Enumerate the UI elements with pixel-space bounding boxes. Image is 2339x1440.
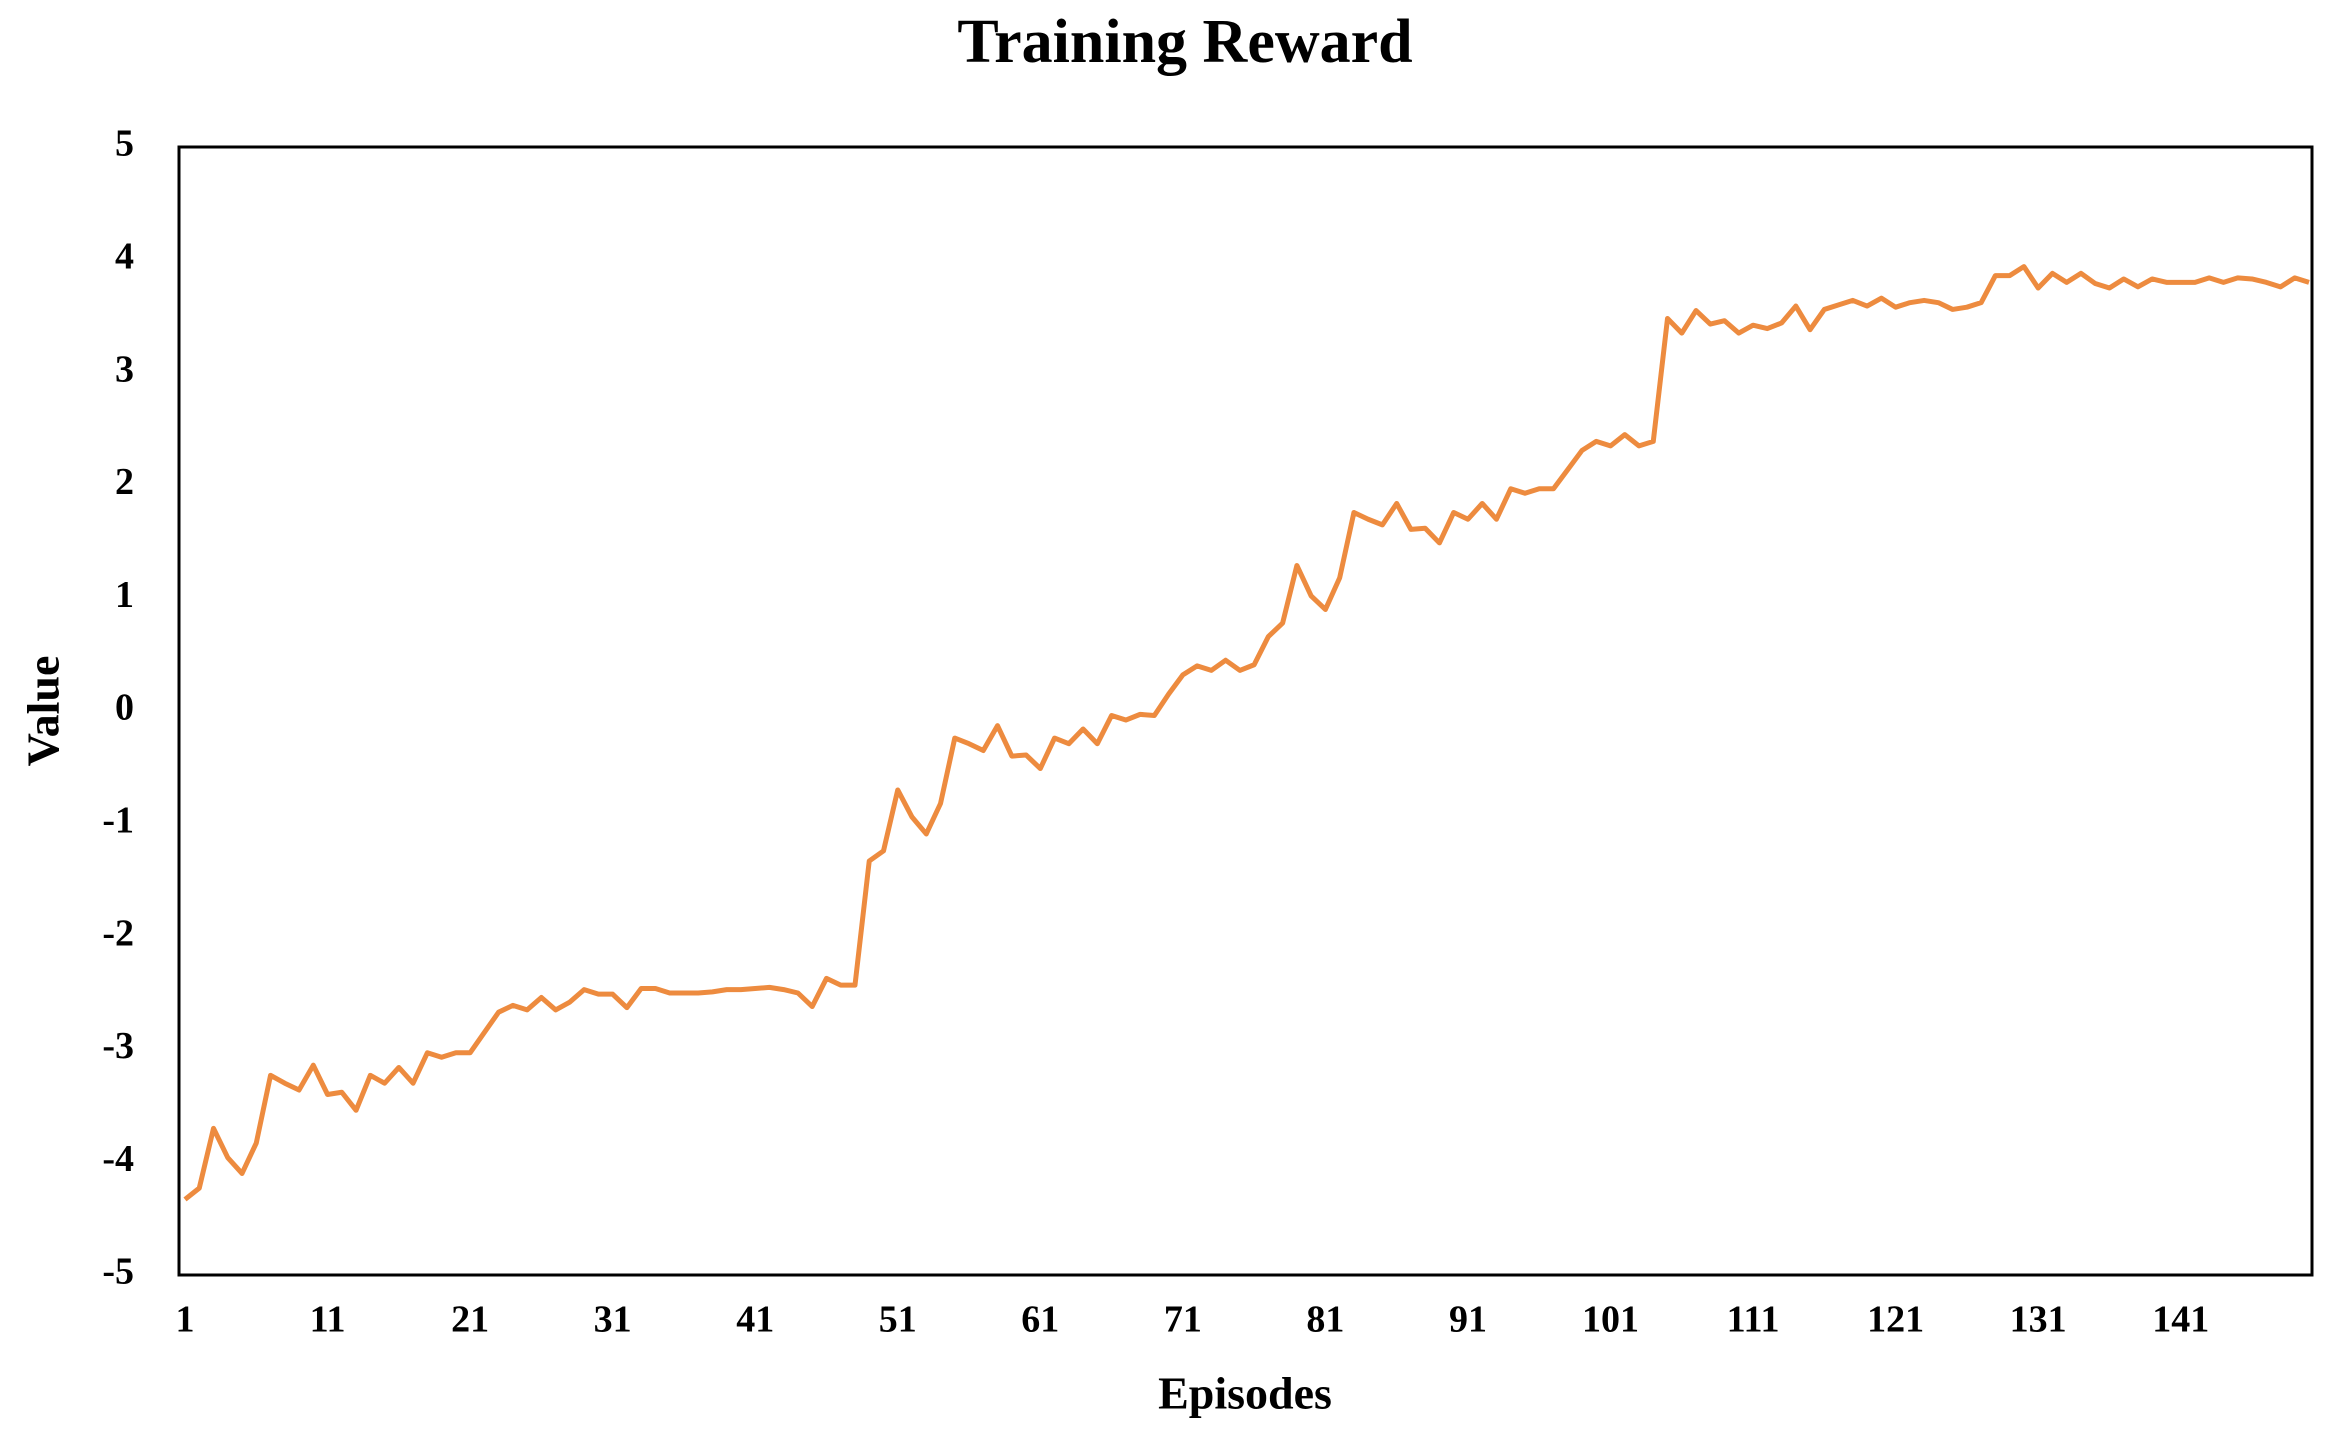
y-tick-label: 1 bbox=[115, 574, 134, 616]
y-tick-label: 2 bbox=[115, 461, 134, 503]
y-tick-label: 0 bbox=[115, 687, 134, 729]
x-axis-label: Episodes bbox=[1158, 1368, 1332, 1419]
data-line bbox=[183, 264, 2310, 1202]
y-tick-label: 3 bbox=[115, 348, 134, 390]
x-tick-label: 121 bbox=[1867, 1299, 1924, 1341]
x-tick-label: 11 bbox=[310, 1299, 346, 1341]
x-tick-label: 51 bbox=[879, 1299, 917, 1341]
x-tick-label: 91 bbox=[1449, 1299, 1487, 1341]
x-tick-label: 31 bbox=[594, 1299, 632, 1341]
x-tick-label: 1 bbox=[176, 1299, 195, 1341]
y-tick-label: -2 bbox=[102, 912, 134, 954]
y-tick-label: -1 bbox=[102, 800, 134, 842]
x-tick-label: 61 bbox=[1021, 1299, 1059, 1341]
y-tick-label: -4 bbox=[102, 1138, 134, 1180]
x-tick-label: 41 bbox=[736, 1299, 774, 1341]
x-tick-label: 81 bbox=[1306, 1299, 1344, 1341]
y-axis-label: Value bbox=[18, 656, 69, 767]
y-tick-label: -3 bbox=[102, 1025, 134, 1067]
x-tick-label: 101 bbox=[1582, 1299, 1639, 1341]
x-tick-label: 21 bbox=[451, 1299, 489, 1341]
y-tick-label: -5 bbox=[102, 1251, 134, 1293]
x-tick-label: 141 bbox=[2152, 1299, 2209, 1341]
y-tick-label: 4 bbox=[115, 236, 134, 278]
y-tick-label: 5 bbox=[115, 123, 134, 165]
x-tick-label: 71 bbox=[1164, 1299, 1202, 1341]
plot-frame bbox=[177, 145, 2314, 1277]
x-tick-label: 131 bbox=[2010, 1299, 2067, 1341]
x-tick-label: 111 bbox=[1727, 1299, 1780, 1341]
chart-title: Training Reward bbox=[957, 8, 1412, 76]
